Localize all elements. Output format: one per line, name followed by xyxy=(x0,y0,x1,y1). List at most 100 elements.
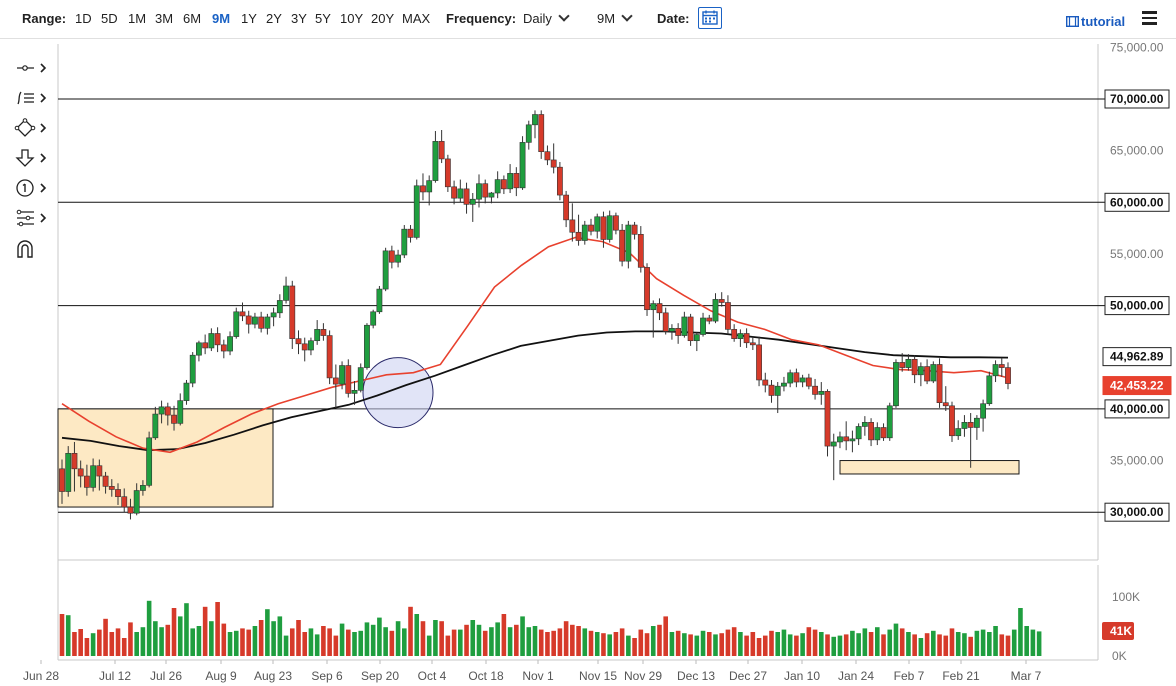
candle xyxy=(413,179,420,240)
candle-body xyxy=(133,490,140,514)
candle xyxy=(550,143,557,174)
candle xyxy=(382,247,389,292)
candle-body xyxy=(631,224,638,235)
candle xyxy=(650,300,657,338)
price-tick-label: 60,000.00 xyxy=(1110,195,1164,209)
arrow-down-icon[interactable] xyxy=(12,148,52,172)
candle-body xyxy=(818,391,825,395)
candle xyxy=(351,381,358,405)
candle-body xyxy=(581,224,588,241)
support-zone xyxy=(57,408,274,508)
range-6m[interactable]: 6M xyxy=(183,11,202,26)
time-tick-label: Jan 24 xyxy=(838,669,874,683)
range-label: Range: xyxy=(22,11,67,26)
candle-body xyxy=(96,465,103,477)
candle-body xyxy=(861,422,868,427)
candle xyxy=(451,180,457,205)
range-3y[interactable]: 3Y xyxy=(291,11,307,26)
volume-bar xyxy=(999,634,1005,656)
candle-body xyxy=(886,405,893,439)
menu-icon[interactable] xyxy=(1142,11,1157,25)
range-5y[interactable]: 5Y xyxy=(315,11,331,26)
range-9m[interactable]: 9M xyxy=(212,11,231,26)
candle-body xyxy=(924,366,930,382)
candle xyxy=(893,359,899,408)
candle xyxy=(364,323,370,370)
candle xyxy=(619,223,626,267)
range-1y[interactable]: 1Y xyxy=(241,11,257,26)
candle-body xyxy=(805,377,812,387)
range-5d[interactable]: 5D xyxy=(101,11,118,26)
range-1m[interactable]: 1M xyxy=(128,11,147,26)
candle-body xyxy=(949,405,955,437)
support-zone xyxy=(839,460,1020,475)
candle-body xyxy=(793,372,800,383)
volume-bar xyxy=(663,616,668,656)
candle xyxy=(917,362,924,387)
volume-bar xyxy=(115,628,121,656)
range-20y[interactable]: 20Y xyxy=(371,11,395,26)
candle-body xyxy=(544,151,551,161)
candle xyxy=(370,309,377,329)
candle-body xyxy=(830,441,837,447)
price-label-box xyxy=(1104,192,1170,212)
period-value: 9M xyxy=(597,11,616,26)
magnet-icon[interactable] xyxy=(12,238,52,262)
candle xyxy=(532,110,538,139)
moving-average-red-line xyxy=(61,236,1009,454)
shapes-icon[interactable] xyxy=(12,118,52,142)
range-3m[interactable]: 3M xyxy=(155,11,174,26)
candle-body xyxy=(407,228,414,238)
candle xyxy=(669,324,675,340)
calendar-icon[interactable] xyxy=(698,7,722,29)
time-tick-label: Jun 28 xyxy=(23,669,59,683)
volume-bar xyxy=(669,632,675,656)
candle-body xyxy=(731,329,738,339)
price-tick-label: 35,000.00 xyxy=(1110,454,1164,468)
candle-body xyxy=(905,359,912,368)
drawing-list-icon[interactable] xyxy=(12,88,52,112)
frequency-select[interactable]: Daily xyxy=(523,10,570,26)
candle xyxy=(177,393,184,426)
candle-body xyxy=(71,453,78,470)
candle xyxy=(687,313,694,346)
range-2y[interactable]: 2Y xyxy=(266,11,282,26)
moving-average-black-line xyxy=(61,330,1009,452)
fibonacci-icon[interactable] xyxy=(12,208,52,232)
period-select[interactable]: 9M xyxy=(597,10,633,26)
volume-bar xyxy=(202,606,208,656)
candle-body xyxy=(575,231,582,241)
candle xyxy=(258,311,265,333)
candle xyxy=(183,379,190,405)
candle xyxy=(936,358,943,408)
range-10y[interactable]: 10Y xyxy=(340,11,364,26)
volume-bar xyxy=(78,629,83,656)
candle-body xyxy=(749,342,756,346)
candle xyxy=(314,320,321,345)
numbered-marker-icon[interactable] xyxy=(12,178,52,202)
candle xyxy=(301,337,308,362)
candle-body xyxy=(364,324,370,368)
candle xyxy=(563,190,570,228)
range-1d[interactable]: 1D xyxy=(75,11,92,26)
candle xyxy=(115,483,121,505)
current-price-label: 42,453.22 xyxy=(1110,379,1164,393)
line-tool-icon[interactable] xyxy=(12,58,52,82)
tutorial-link[interactable]: tutorial xyxy=(1065,14,1125,29)
candle xyxy=(706,314,713,325)
volume-bar xyxy=(538,629,544,656)
price-tick-label: 75,000.00 xyxy=(1110,40,1164,54)
time-tick-label: Nov 1 xyxy=(522,669,554,683)
time-tick-label: Feb 21 xyxy=(942,669,980,683)
candle xyxy=(774,382,781,414)
price-tick-label: 30,000.00 xyxy=(1110,505,1164,519)
candle xyxy=(812,378,818,400)
candle xyxy=(152,406,159,440)
range-max[interactable]: MAX xyxy=(402,11,431,26)
time-tick-label: Aug 23 xyxy=(254,669,292,683)
candle-body xyxy=(388,250,395,263)
candle-body xyxy=(899,362,906,368)
candle xyxy=(482,179,489,204)
time-tick-label: Oct 4 xyxy=(418,669,447,683)
